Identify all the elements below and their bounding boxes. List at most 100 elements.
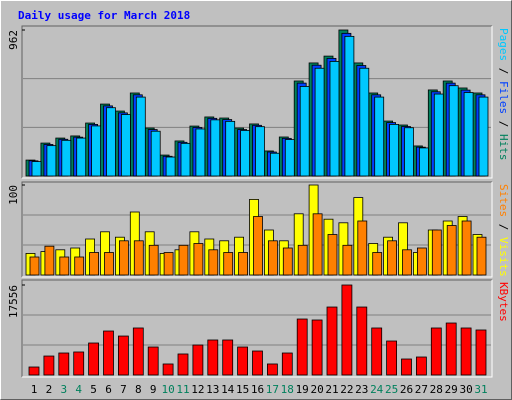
bar	[386, 340, 398, 376]
bar	[461, 220, 472, 276]
bar	[147, 346, 159, 376]
bar	[448, 85, 459, 177]
y-tick-label: 100	[7, 185, 20, 205]
bar	[88, 342, 99, 376]
bar	[371, 327, 383, 376]
bar	[148, 244, 159, 276]
x-tick-label: 25	[385, 383, 398, 396]
bar	[266, 363, 278, 376]
bar	[180, 142, 191, 177]
x-tick-label: 7	[120, 383, 127, 396]
bar	[430, 327, 442, 376]
legend-entry: KBytes	[497, 282, 510, 322]
bar	[210, 119, 221, 177]
x-tick-label: 11	[176, 383, 189, 396]
bar	[341, 284, 353, 376]
legend-separator: /	[497, 114, 510, 134]
x-tick-label: 3	[60, 383, 67, 396]
chart-title: Daily usage for March 2018	[18, 9, 190, 22]
bar	[374, 96, 385, 177]
x-tick-label: 20	[310, 383, 323, 396]
bar	[357, 220, 368, 276]
bar	[282, 247, 293, 276]
bar	[133, 240, 144, 276]
bar	[255, 126, 265, 177]
bar	[58, 352, 70, 376]
legend: KBytes	[497, 282, 510, 322]
bar	[222, 339, 234, 376]
x-tick-label: 1	[31, 383, 38, 396]
x-tick-label: 16	[251, 383, 264, 396]
legend: Pages / Files / Hits	[497, 28, 510, 161]
bar	[165, 156, 176, 177]
bar	[207, 339, 219, 376]
bar	[238, 252, 249, 276]
x-tick-label: 17	[266, 383, 279, 396]
bar	[416, 247, 427, 276]
bar	[208, 249, 219, 276]
bar	[329, 61, 340, 177]
bar	[46, 145, 57, 177]
bar	[150, 130, 161, 177]
bar	[389, 123, 400, 177]
bar	[178, 244, 189, 276]
bar	[460, 327, 472, 376]
x-tick-label: 23	[355, 383, 368, 396]
bar	[59, 256, 70, 276]
x-tick-label: 14	[221, 383, 235, 396]
x-tick-label: 9	[150, 383, 157, 396]
bar	[76, 137, 87, 177]
bar	[359, 67, 370, 177]
bar	[418, 147, 429, 177]
x-tick-label: 5	[90, 383, 97, 396]
x-tick-label: 30	[459, 383, 472, 396]
x-tick-label: 18	[281, 383, 294, 396]
x-tick-label: 27	[415, 383, 428, 396]
bar	[118, 335, 129, 376]
bar	[44, 245, 55, 276]
bar	[269, 152, 280, 177]
bar	[284, 139, 295, 177]
bar	[342, 244, 353, 276]
bar	[28, 366, 40, 376]
bar	[29, 256, 40, 276]
bar	[252, 350, 263, 376]
bar	[415, 356, 427, 376]
bar	[61, 139, 72, 177]
x-tick-label: 13	[206, 383, 219, 396]
bar	[192, 344, 204, 376]
bar	[431, 229, 442, 276]
bar	[162, 363, 174, 376]
x-tick-label: 15	[236, 383, 249, 396]
bar	[312, 213, 323, 276]
bar	[297, 244, 308, 276]
bar	[163, 252, 174, 276]
x-tick-label: 22	[340, 383, 353, 396]
x-tick-label: 10	[161, 383, 174, 396]
bar	[253, 216, 263, 276]
legend-separator: /	[497, 61, 510, 81]
bar	[344, 35, 355, 177]
bar	[401, 358, 412, 376]
x-tick-label: 29	[445, 383, 458, 396]
bar	[267, 240, 278, 276]
legend-entry: Files	[497, 81, 510, 114]
bar	[103, 330, 114, 376]
y-tick-label: 962	[7, 30, 20, 50]
bar	[119, 240, 129, 276]
bar	[326, 306, 338, 376]
panel-edge	[21, 181, 492, 277]
panel-edge	[22, 280, 493, 378]
bar	[132, 327, 144, 376]
bar	[89, 252, 99, 276]
bar	[43, 355, 55, 376]
bar	[195, 128, 206, 177]
bar	[433, 93, 444, 177]
bar	[91, 125, 101, 177]
x-tick-label: 6	[105, 383, 112, 396]
bar	[104, 252, 114, 276]
bar	[314, 67, 325, 177]
